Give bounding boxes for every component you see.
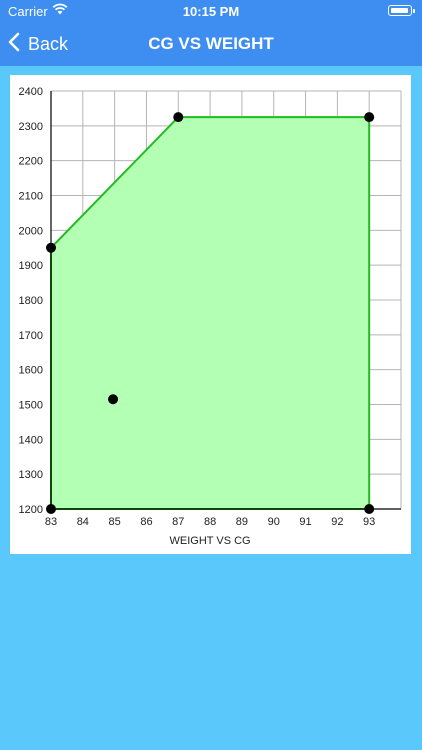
y-tick-label: 2100 <box>19 191 43 203</box>
cg-envelope <box>50 116 371 510</box>
data-point <box>46 504 56 514</box>
y-tick-label: 1700 <box>19 330 43 342</box>
chart-card: 83 84 85 86 87 88 89 90 91 92 93 1200 1300 1400 1500 16… <box>10 75 411 554</box>
page-title: CG VS WEIGHT <box>148 34 274 53</box>
data-point <box>364 112 375 123</box>
y-tick-label: 1300 <box>19 469 43 481</box>
y-tick-label: 2400 <box>19 86 43 98</box>
x-axis-title: WEIGHT VS CG <box>170 535 251 547</box>
x-tick-label: 85 <box>109 516 121 528</box>
x-tick-label: 93 <box>363 516 375 528</box>
battery-icon <box>388 5 415 16</box>
data-point <box>108 394 119 405</box>
y-tick-label: 1200 <box>19 504 43 516</box>
y-tick-label: 2000 <box>19 225 43 237</box>
y-tick-label: 1900 <box>19 260 43 272</box>
cg-weight-chart: 83 84 85 86 87 88 89 90 91 92 93 1200 1300 1400 1500 16… <box>19 86 402 547</box>
y-tick-label: 1600 <box>19 365 43 377</box>
x-tick-label: 87 <box>172 516 184 528</box>
wifi-icon <box>52 3 68 18</box>
data-point <box>364 504 375 514</box>
chevron-left-icon <box>8 32 20 57</box>
y-tick-label: 2200 <box>19 156 43 168</box>
back-label: Back <box>28 33 69 54</box>
y-tick-label: 2300 <box>19 121 43 133</box>
x-tick-label: 90 <box>268 516 280 528</box>
data-point <box>46 242 56 253</box>
x-tick-label: 89 <box>236 516 248 528</box>
points <box>46 112 375 514</box>
x-tick-label: 88 <box>204 516 216 528</box>
clock-time: 10:15 PM <box>182 4 240 19</box>
x-tick-label: 83 <box>45 516 57 528</box>
x-tick-label: 92 <box>331 516 343 528</box>
x-tick-label: 86 <box>140 516 152 528</box>
data-point <box>173 112 184 123</box>
axes <box>50 91 401 510</box>
y-tick-label: 1400 <box>19 434 43 446</box>
status-bar: Carrier 10:15 PM <box>0 0 422 22</box>
back-button[interactable]: Back <box>8 30 68 58</box>
y-tick-label: 1500 <box>19 400 43 412</box>
navigation-bar: Back CG VS WEIGHT <box>0 22 422 66</box>
envelope <box>50 116 371 510</box>
x-tick-label: 91 <box>299 516 311 528</box>
tick-labels: 83 84 85 86 87 88 89 90 91 92 93 1200 1300 1400 1500 16… <box>19 86 376 528</box>
y-tick-label: 1800 <box>19 295 43 307</box>
x-tick-label: 84 <box>77 516 89 528</box>
carrier-label: Carrier <box>8 4 48 19</box>
